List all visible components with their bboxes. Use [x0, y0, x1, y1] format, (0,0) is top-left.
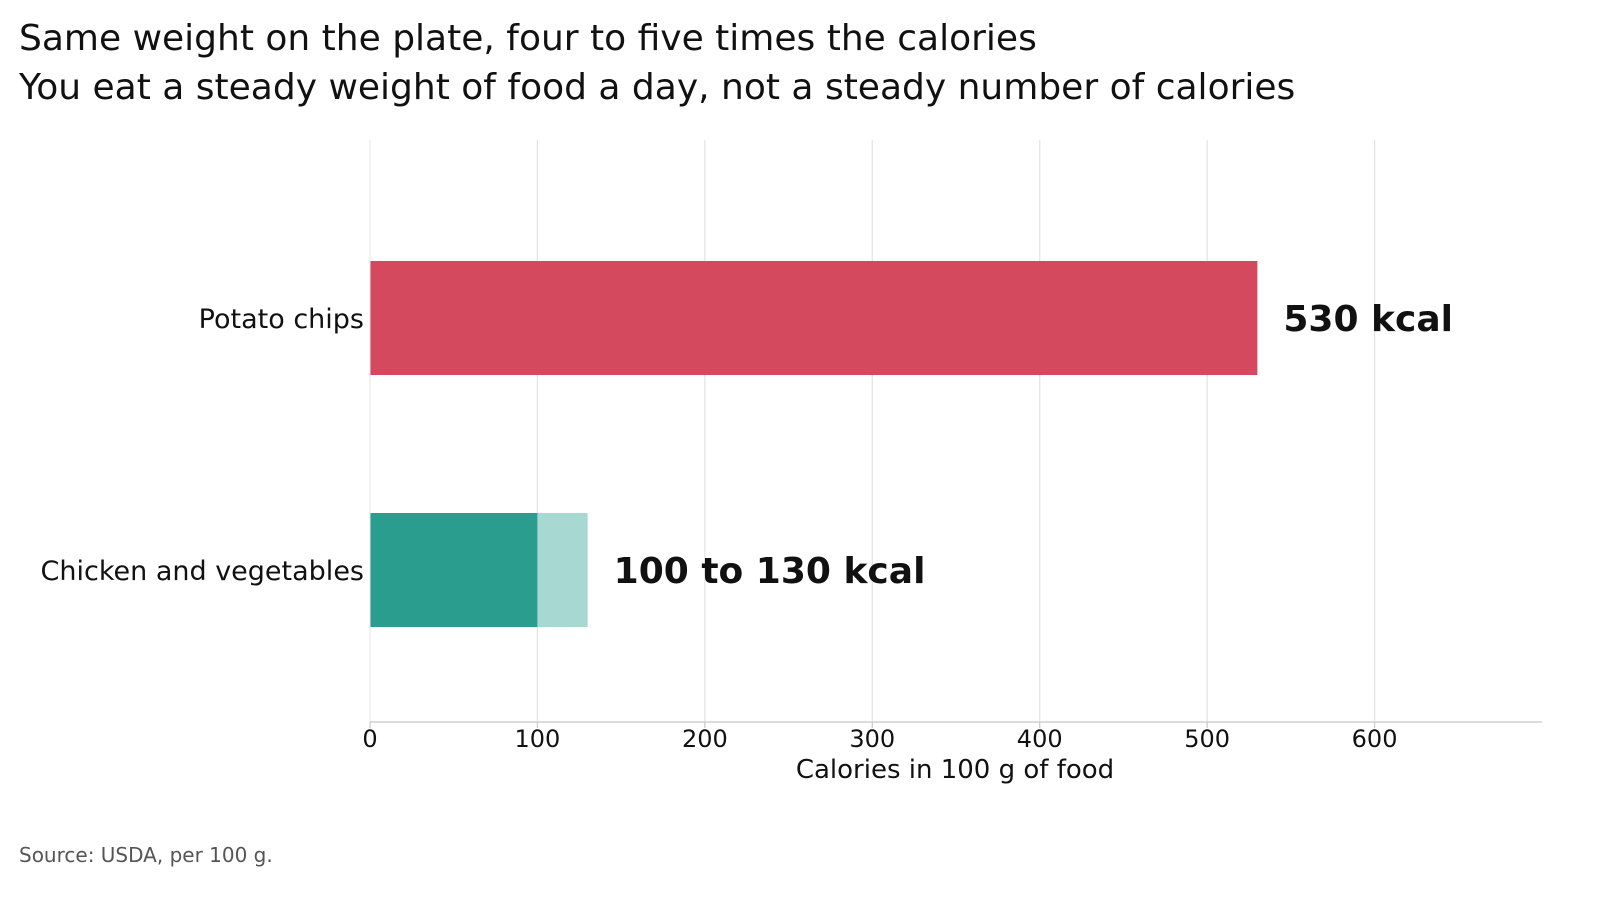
source-note: Source: USDA, per 100 g.: [19, 843, 273, 867]
bar-chart: 0 100 200 300 400 500 600 Calories in 100 g of …: [41, 140, 1542, 785]
x-tick-label: 200: [682, 725, 728, 753]
data-label: 530 kcal: [1283, 299, 1453, 340]
chart-title: Same weight on the plate, four to five t…: [19, 18, 1037, 59]
labels: 530 kcal Potato chips 100 to 130 kcal Chick…: [41, 299, 1453, 592]
x-tick-label: 500: [1184, 725, 1230, 753]
category-label: Potato chips: [199, 304, 364, 335]
x-tick-label: 600: [1352, 725, 1398, 753]
chart-subtitle: You eat a steady weight of food a day, n…: [19, 67, 1296, 108]
x-tick-label: 100: [515, 725, 561, 753]
bars: [370, 261, 1258, 627]
data-label: 100 to 130 kcal: [614, 551, 926, 592]
x-tick-label: 300: [849, 725, 895, 753]
bar-2-low: [370, 513, 538, 627]
category-label: Chicken and vegetables: [41, 556, 364, 587]
x-axis-title: Calories in 100 g of food: [796, 755, 1114, 785]
bar-2-range: [537, 513, 588, 627]
x-tick-label: 400: [1017, 725, 1063, 753]
bar-1: [370, 261, 1258, 375]
gridlines: [536, 140, 1376, 722]
x-axis: 0 100 200 300 400 500 600 Calories in 100 g of …: [362, 140, 1542, 785]
x-tick-label: 0: [362, 725, 377, 753]
